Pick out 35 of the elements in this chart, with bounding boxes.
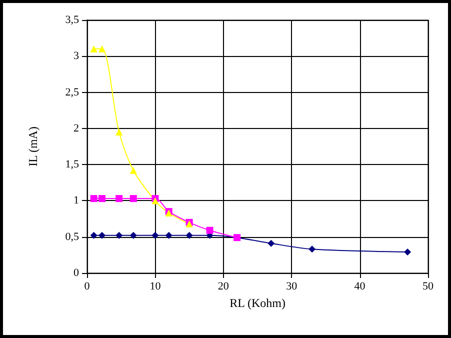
- y-tick-label: 0,5: [65, 230, 80, 243]
- x-tick-label: 30: [286, 280, 298, 292]
- point: [116, 232, 123, 239]
- x-tick-label: 20: [218, 280, 230, 292]
- point: [404, 248, 412, 256]
- point: [268, 240, 275, 247]
- point: [130, 166, 137, 174]
- point: [116, 195, 123, 202]
- x-tick-label: 50: [422, 280, 434, 292]
- y-axis-title: IL (mA): [26, 126, 40, 166]
- y-tick-label: 3,5: [65, 14, 80, 26]
- point: [90, 45, 98, 52]
- point: [116, 128, 123, 136]
- y-tick-label: 0: [74, 267, 80, 279]
- point: [206, 226, 214, 234]
- point: [152, 232, 159, 239]
- point: [130, 195, 137, 202]
- point: [308, 246, 316, 253]
- x-tick-label: 40: [354, 280, 366, 292]
- point: [98, 232, 106, 239]
- y-tick-label: 2,5: [65, 86, 80, 98]
- x-axis-title: RL (Kohm): [230, 296, 286, 310]
- y-tick-label: 2: [74, 122, 79, 134]
- point: [90, 195, 98, 202]
- y-tick-label: 3: [74, 50, 80, 62]
- x-tick-label: 0: [84, 280, 90, 292]
- point: [98, 195, 106, 202]
- point: [130, 232, 137, 239]
- y-tick-label: 1: [74, 194, 79, 207]
- point: [186, 232, 193, 239]
- point: [90, 232, 98, 239]
- point: [98, 45, 106, 52]
- x-tick-label: 10: [150, 280, 162, 292]
- y-tick-label: 1,5: [65, 158, 80, 171]
- point: [165, 232, 172, 239]
